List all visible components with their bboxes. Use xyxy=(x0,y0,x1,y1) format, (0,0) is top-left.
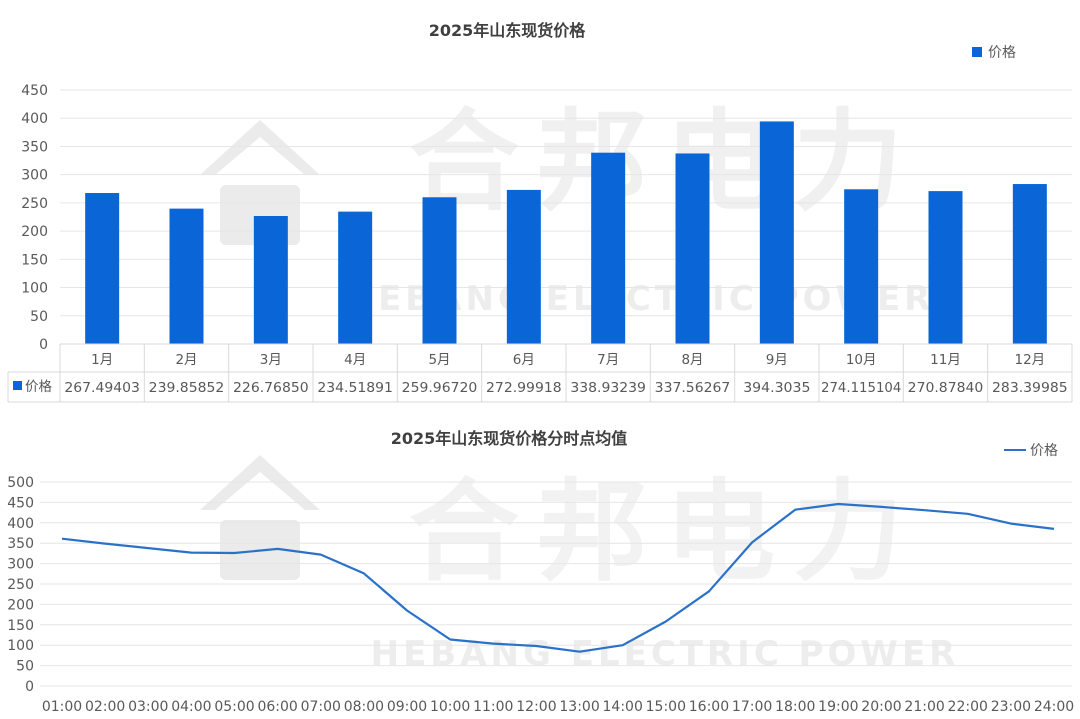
line-y-tick-label: 250 xyxy=(7,577,34,593)
bar-5月 xyxy=(423,197,457,344)
line-x-tick-label: 19:00 xyxy=(818,699,858,715)
line-legend-label: 价格 xyxy=(1030,443,1058,459)
bar-2月 xyxy=(170,209,204,344)
line-x-tick-label: 18:00 xyxy=(775,699,815,715)
line-y-tick-label: 300 xyxy=(7,557,34,573)
table-category-label: 11月 xyxy=(930,352,961,368)
table-category-label: 10月 xyxy=(846,352,877,368)
line-chart-title: 2025年山东现货价格分时点均值 xyxy=(391,429,628,448)
table-category-label: 6月 xyxy=(513,352,535,368)
bar-1月 xyxy=(85,193,119,344)
line-x-tick-label: 06:00 xyxy=(257,699,297,715)
table-value-label: 270.87840 xyxy=(908,380,984,396)
line-x-tick-label: 08:00 xyxy=(344,699,384,715)
line-x-tick-label: 20:00 xyxy=(861,699,901,715)
watermark-brand-bottom: 合邦电力 xyxy=(409,468,921,596)
bar-legend-label: 价格 xyxy=(988,45,1016,61)
line-x-tick-label: 04:00 xyxy=(171,699,211,715)
bar-legend-swatch xyxy=(972,47,982,57)
line-x-tick-label: 13:00 xyxy=(559,699,599,715)
table-value-label: 239.85852 xyxy=(149,380,225,396)
line-y-tick-label: 0 xyxy=(25,679,34,695)
bar-7月 xyxy=(591,153,625,344)
table-category-label: 9月 xyxy=(766,352,788,368)
line-x-tick-label: 05:00 xyxy=(214,699,254,715)
bar-6月 xyxy=(507,190,541,344)
line-x-tick-label: 16:00 xyxy=(689,699,729,715)
table-category-label: 8月 xyxy=(681,352,703,368)
hebang-logo-watermark-icon xyxy=(200,120,320,580)
bar-y-tick-label: 200 xyxy=(21,224,48,240)
table-category-label: 2月 xyxy=(175,352,197,368)
table-series-swatch xyxy=(13,381,22,390)
table-value-label: 259.96720 xyxy=(402,380,478,396)
table-value-label: 283.39985 xyxy=(992,380,1068,396)
bar-chart-legend: 价格 xyxy=(972,45,1016,61)
table-category-label: 3月 xyxy=(260,352,282,368)
line-y-tick-label: 400 xyxy=(7,516,34,532)
table-value-label: 267.49403 xyxy=(64,380,140,396)
table-category-label: 7月 xyxy=(597,352,619,368)
table-value-label: 394.3035 xyxy=(743,380,810,396)
line-x-tick-label: 23:00 xyxy=(991,699,1031,715)
bar-8月 xyxy=(676,153,710,344)
bar-10月 xyxy=(844,189,878,344)
line-x-tick-label: 09:00 xyxy=(387,699,427,715)
line-x-tick-label: 02:00 xyxy=(85,699,125,715)
line-x-tick-label: 03:00 xyxy=(128,699,168,715)
table-value-label: 274.115104 xyxy=(821,380,901,396)
bar-3月 xyxy=(254,216,288,344)
line-x-tick-label: 15:00 xyxy=(646,699,686,715)
bar-chart-y-axis: 0 50 100 150 200 250 300 350 400 450 xyxy=(21,83,48,353)
line-y-tick-label: 350 xyxy=(7,536,34,552)
bar-11月 xyxy=(929,191,963,344)
line-x-tick-label: 07:00 xyxy=(301,699,341,715)
bar-y-tick-label: 250 xyxy=(21,196,48,212)
bar-y-tick-label: 400 xyxy=(21,111,48,127)
line-y-tick-label: 200 xyxy=(7,597,34,613)
line-x-tick-label: 17:00 xyxy=(732,699,772,715)
table-value-label: 272.99918 xyxy=(486,380,562,396)
line-y-tick-label: 500 xyxy=(7,475,34,491)
line-y-tick-label: 450 xyxy=(7,495,34,511)
table-category-label: 12月 xyxy=(1014,352,1045,368)
line-x-tick-label: 24:00 xyxy=(1034,699,1074,715)
line-chart-y-axis: 0 50 100 150 200 250 300 350 400 450 500 xyxy=(7,475,34,695)
line-x-tick-label: 01:00 xyxy=(42,699,82,715)
table-value-label: 234.51891 xyxy=(317,380,393,396)
line-x-tick-label: 22:00 xyxy=(948,699,988,715)
bar-y-tick-label: 150 xyxy=(21,252,48,268)
table-category-label: 1月 xyxy=(91,352,113,368)
table-value-label: 337.56267 xyxy=(655,380,731,396)
bar-y-tick-label: 350 xyxy=(21,139,48,155)
table-value-label: 226.76850 xyxy=(233,380,309,396)
bar-12月 xyxy=(1013,184,1047,344)
table-category-label: 5月 xyxy=(428,352,450,368)
line-y-tick-label: 100 xyxy=(7,638,34,654)
line-x-tick-label: 10:00 xyxy=(430,699,470,715)
line-x-tick-label: 12:00 xyxy=(516,699,556,715)
line-x-tick-label: 21:00 xyxy=(904,699,944,715)
table-category-label: 4月 xyxy=(344,352,366,368)
bar-y-tick-label: 300 xyxy=(21,168,48,184)
bar-chart-data-table: 价格 1月 267.49403 2月 239.85852 3月 226.76850 4月 234… xyxy=(8,344,1072,402)
bar-y-tick-label: 450 xyxy=(21,83,48,99)
line-y-tick-label: 150 xyxy=(7,618,34,634)
line-chart-legend: 价格 xyxy=(1004,443,1058,459)
bar-y-tick-label: 0 xyxy=(39,337,48,353)
line-x-tick-label: 14:00 xyxy=(603,699,643,715)
bar-chart-title: 2025年山东现货价格 xyxy=(429,21,587,40)
bar-9月 xyxy=(760,121,794,344)
bar-y-tick-label: 50 xyxy=(30,309,48,325)
line-x-tick-label: 11:00 xyxy=(473,699,513,715)
table-series-label: 价格 xyxy=(25,379,52,395)
line-y-tick-label: 50 xyxy=(16,659,34,675)
bar-4月 xyxy=(338,212,372,344)
line-chart-x-axis: 01:00 02:00 03:00 04:00 05:00 06:00 07:00 08:00… xyxy=(42,699,1074,715)
table-value-label: 338.93239 xyxy=(570,380,646,396)
bar-y-tick-label: 100 xyxy=(21,281,48,297)
